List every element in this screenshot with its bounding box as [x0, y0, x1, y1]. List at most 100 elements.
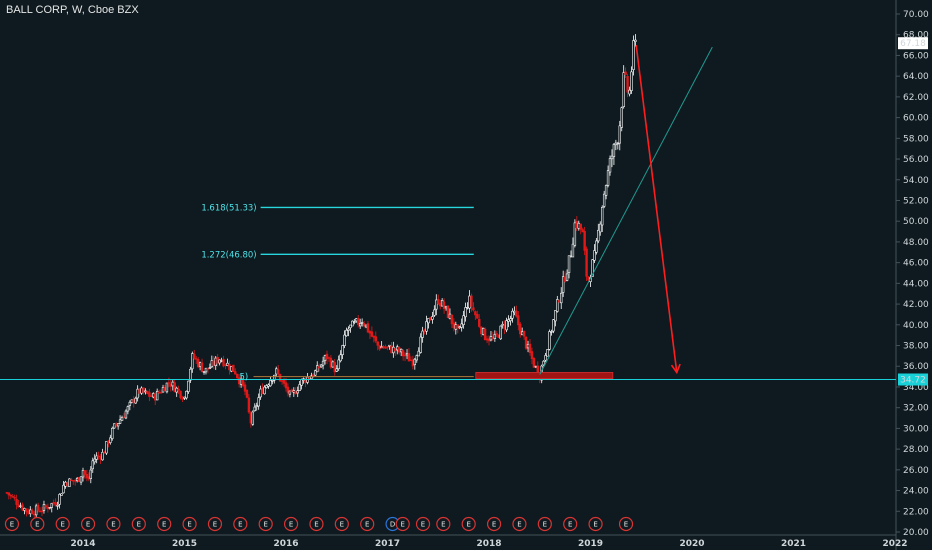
candle-body — [485, 338, 489, 341]
candle-body — [116, 423, 120, 427]
fib-level-label: 1.618(51.33) — [201, 203, 256, 213]
candle-body — [335, 368, 338, 372]
candle-body — [513, 310, 516, 313]
x-tick-label: 2022 — [882, 539, 907, 549]
candle-body — [36, 504, 40, 511]
candle-body — [454, 324, 458, 330]
candle-body — [585, 248, 588, 277]
y-tick-label: 20.00 — [903, 528, 929, 538]
earnings-event-marker[interactable] — [512, 516, 527, 532]
y-tick-label: 32.00 — [903, 404, 929, 414]
candle-body — [632, 40, 635, 70]
candle-body — [11, 496, 14, 498]
candle-body — [544, 355, 547, 361]
candle-body — [275, 368, 278, 375]
candle-body — [142, 387, 145, 393]
projection-arrow-line — [635, 44, 678, 373]
candle-body — [271, 380, 274, 382]
candle-body — [411, 359, 415, 367]
candle-body — [286, 386, 290, 394]
earnings-event-marker[interactable] — [486, 516, 502, 532]
candle-body — [587, 276, 590, 281]
candle-body — [7, 492, 11, 496]
candle-body — [282, 379, 286, 384]
y-tick-label: 66.00 — [903, 51, 929, 61]
earnings-event-marker[interactable] — [395, 516, 410, 532]
candle-body — [273, 374, 276, 381]
candle-body — [329, 357, 333, 368]
candle-body — [177, 388, 180, 391]
earnings-event-marker[interactable] — [182, 516, 197, 532]
candle-body — [446, 305, 450, 319]
earnings-event-marker[interactable] — [131, 516, 146, 532]
earnings-event-marker[interactable] — [233, 516, 248, 532]
candle-body — [265, 385, 268, 389]
candle-body — [401, 350, 405, 357]
earnings-event-marker[interactable] — [360, 516, 375, 532]
candle-body — [509, 318, 512, 322]
candle-body — [403, 354, 407, 357]
candle-body — [288, 390, 292, 395]
candle-body — [358, 323, 362, 327]
candle-body — [122, 416, 126, 419]
earnings-event-marker[interactable] — [415, 516, 431, 532]
candle-body — [155, 390, 159, 401]
earnings-event-marker[interactable] — [309, 516, 324, 532]
candle-body — [72, 480, 75, 482]
earnings-event-marker[interactable] — [258, 516, 273, 532]
earnings-event-marker[interactable] — [461, 516, 476, 532]
x-tick-label: 2020 — [679, 539, 704, 549]
candle-body — [148, 392, 151, 397]
earnings-event-label: E — [10, 521, 14, 529]
candle-body — [77, 477, 81, 482]
earnings-event-marker[interactable] — [283, 516, 299, 532]
earnings-event-marker[interactable] — [157, 516, 172, 532]
candle-body — [573, 222, 577, 246]
earnings-event-marker[interactable] — [436, 516, 451, 532]
y-tick-label: 60.00 — [903, 114, 929, 124]
earnings-event-marker[interactable] — [537, 516, 552, 532]
support-price-label: 34.72 — [900, 376, 926, 386]
candle-body — [183, 396, 186, 399]
candle-body — [501, 323, 504, 326]
candle-body — [165, 382, 169, 393]
candle-body — [191, 353, 194, 370]
candle-body — [19, 505, 22, 508]
candle-body — [298, 384, 301, 391]
earnings-event-marker[interactable] — [563, 516, 578, 532]
earnings-event-marker[interactable] — [618, 516, 634, 532]
y-tick-label: 38.00 — [903, 342, 929, 352]
candle-body — [548, 331, 551, 350]
earnings-event-marker[interactable] — [207, 516, 223, 532]
candle-body — [294, 390, 297, 395]
earnings-event-marker[interactable] — [334, 516, 349, 532]
earnings-event-label: E — [289, 521, 293, 529]
candle-body — [152, 393, 155, 398]
candle-body — [185, 390, 188, 399]
candle-body — [140, 387, 143, 394]
x-tick-label: 2017 — [375, 539, 400, 549]
price-axis[interactable]: 20.00 22.00 24.00 26.00 28.00 30.00 32.00 34.00… — [896, 10, 929, 538]
earnings-event-marker[interactable] — [588, 516, 603, 532]
earnings-event-marker[interactable] — [4, 516, 20, 532]
candle-body — [520, 331, 524, 336]
earnings-event-marker[interactable] — [80, 516, 96, 532]
candle-body — [75, 478, 79, 482]
candle-body — [522, 330, 526, 337]
earnings-event-marker[interactable] — [30, 516, 45, 532]
candle-body — [259, 388, 262, 398]
candle-body — [595, 240, 598, 253]
earnings-event-marker[interactable] — [106, 516, 121, 532]
candle-body — [50, 503, 53, 508]
candle-body — [276, 369, 280, 375]
earnings-event-marker[interactable] — [55, 516, 70, 532]
candle-body — [113, 423, 116, 429]
candle-body — [290, 389, 294, 393]
earnings-event-label: E — [466, 521, 470, 529]
candle-body — [458, 326, 461, 328]
time-axis[interactable]: 2014 2015 2016 2017 2018 2019 2020 2021 2022 — [70, 539, 907, 549]
candle-body — [532, 358, 536, 368]
y-tick-label: 68.00 — [903, 31, 929, 41]
